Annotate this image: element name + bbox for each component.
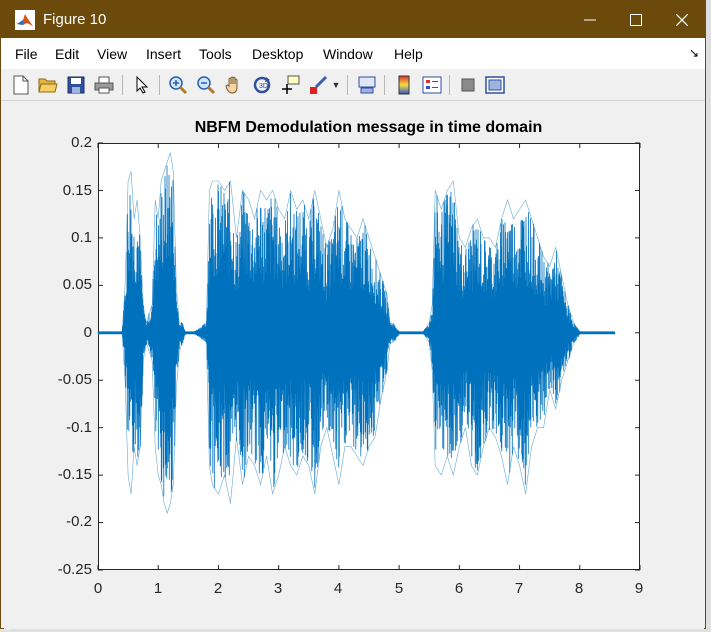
menu-edit[interactable]: Edit: [55, 46, 80, 62]
menu-file[interactable]: File: [15, 46, 38, 62]
y-tick-label: 0.2: [71, 134, 92, 151]
toolbar-separator: [122, 75, 123, 95]
x-tick-label: 0: [93, 580, 103, 597]
y-tick-label: -0.2: [66, 513, 92, 530]
y-tick-label: -0.25: [57, 561, 92, 578]
svg-text:3D: 3D: [259, 83, 268, 90]
menu-view[interactable]: View: [97, 46, 128, 62]
y-tick-label: 0.05: [62, 276, 92, 293]
matlab-logo-icon: [15, 10, 35, 30]
pointer-icon[interactable]: [131, 74, 153, 96]
y-tick-label: -0.1: [66, 419, 92, 436]
x-tick-label: 7: [514, 580, 524, 597]
figure-toolbar: 3D ▼: [1, 69, 705, 101]
brush-dropdown-icon[interactable]: ▼: [331, 80, 341, 90]
y-tick-label: 0: [83, 324, 92, 341]
minimize-button[interactable]: [567, 1, 613, 38]
legend-icon[interactable]: [421, 74, 443, 96]
x-tick-label: 4: [333, 580, 343, 597]
menu-help[interactable]: Help: [394, 46, 423, 62]
data-cursor-icon[interactable]: [279, 74, 301, 96]
dock-arrow-icon[interactable]: ↘: [689, 46, 700, 60]
y-tick-label: 0.1: [71, 229, 92, 246]
menu-bar: File Edit View Insert Tools Desktop Wind…: [1, 38, 705, 69]
x-tick-label: 2: [213, 580, 223, 597]
rotate-3d-icon[interactable]: 3D: [251, 74, 273, 96]
colorbar-icon[interactable]: [393, 74, 415, 96]
link-plot-icon[interactable]: [356, 74, 378, 96]
close-icon: [676, 13, 688, 26]
toolbar-separator: [384, 75, 385, 95]
signal-envelope-line: [98, 332, 615, 515]
x-tick-label: 9: [634, 580, 644, 597]
brush-icon[interactable]: [307, 74, 329, 96]
maximize-button[interactable]: [613, 1, 659, 38]
plot-svg: [97, 142, 641, 571]
menu-tools[interactable]: Tools: [199, 46, 232, 62]
close-button[interactable]: [659, 1, 705, 38]
signal-envelope-line: [98, 152, 615, 334]
minimize-icon: [584, 19, 596, 20]
x-tick-label: 3: [273, 580, 283, 597]
print-icon[interactable]: [93, 74, 115, 96]
zoom-out-icon[interactable]: [195, 74, 217, 96]
menu-desktop[interactable]: Desktop: [252, 46, 304, 62]
x-tick-label: 6: [454, 580, 464, 597]
y-tick-label: -0.05: [57, 371, 92, 388]
open-file-icon[interactable]: [37, 74, 59, 96]
toolbar-separator: [347, 75, 348, 95]
toolbar-separator: [159, 75, 160, 95]
y-tick-label: 0.15: [62, 182, 92, 199]
menu-window[interactable]: Window: [323, 46, 373, 62]
new-figure-icon[interactable]: [10, 74, 32, 96]
menu-insert[interactable]: Insert: [146, 46, 182, 62]
hide-plot-tools-icon[interactable]: [457, 74, 479, 96]
zoom-in-icon[interactable]: [167, 74, 189, 96]
toolbar-separator: [449, 75, 450, 95]
show-plot-tools-icon[interactable]: [484, 74, 506, 96]
save-icon[interactable]: [65, 74, 87, 96]
title-bar[interactable]: Figure 10: [1, 1, 705, 38]
window-title: Figure 10: [43, 11, 107, 28]
pan-hand-icon[interactable]: [223, 74, 245, 96]
y-tick-label: -0.15: [57, 466, 92, 483]
signal-series-line: [97, 165, 616, 497]
plot-title: NBFM Demodulation message in time domain: [194, 119, 543, 136]
x-tick-label: 1: [153, 580, 163, 597]
x-tick-label: 5: [394, 580, 404, 597]
x-tick-label: 8: [574, 580, 584, 597]
maximize-icon: [630, 13, 642, 26]
